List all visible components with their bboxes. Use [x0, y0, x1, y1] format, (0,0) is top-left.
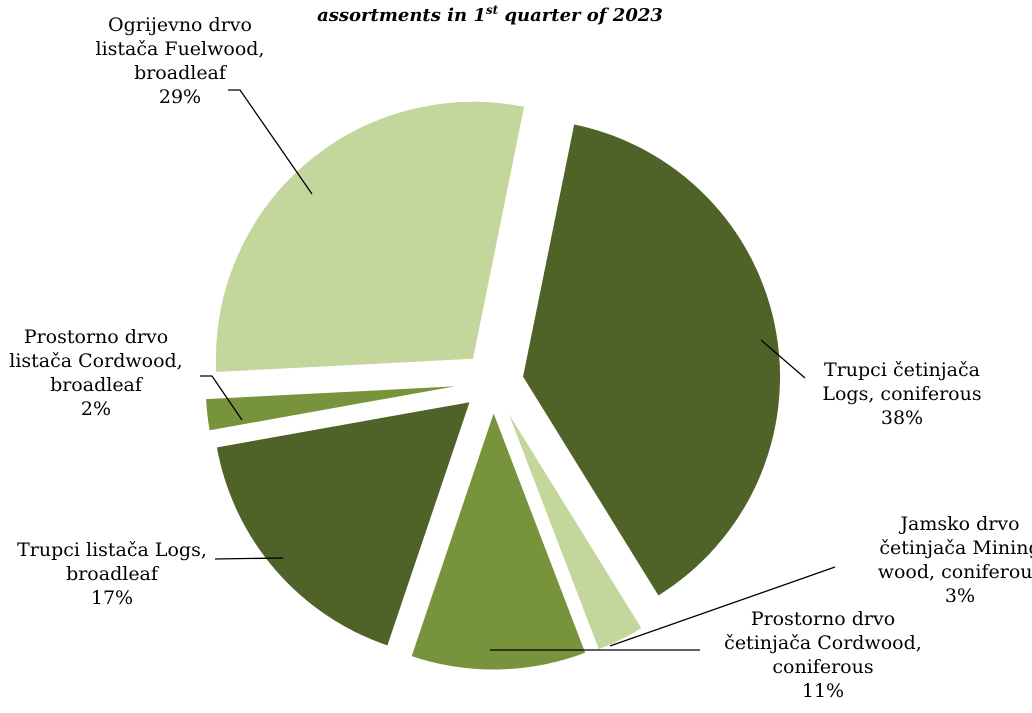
pie-slice-0 — [522, 123, 782, 597]
slice-label-line: Trupci listača Logs, — [17, 539, 207, 561]
slice-percent-1: 3% — [945, 585, 975, 607]
slice-label-line: wood, coniferous — [878, 561, 1032, 583]
slice-label-4: Prostorno drvo listača Cordwood, broadleaf… — [9, 326, 182, 420]
slice-label-line: broadleaf — [134, 62, 228, 84]
pie-slice-2 — [410, 410, 587, 671]
leader-line-3 — [214, 557, 284, 560]
pie-slice-3 — [215, 400, 472, 647]
slice-percent-0: 38% — [881, 407, 923, 429]
pie-slice-5 — [214, 100, 526, 374]
slice-percent-5: 29% — [159, 86, 201, 108]
slice-label-line: Ogrijevno drvo — [108, 14, 252, 36]
leader-line-0 — [760, 339, 806, 379]
slice-label-line: coniferous — [772, 656, 873, 678]
leader-lines — [200, 89, 836, 651]
slice-label-0: Trupci četinjača Logs, coniferous 38% — [822, 359, 981, 429]
slice-label-line: četinjača Mining — [879, 537, 1032, 559]
slice-label-line: Trupci četinjača — [824, 359, 980, 381]
slice-labels: Trupci četinjača Logs, coniferous 38% Jamsk… — [9, 14, 1032, 702]
leader-line-5 — [228, 89, 313, 195]
leader-line-4 — [200, 375, 243, 421]
slice-label-line: Prostorno drvo — [24, 326, 168, 348]
slice-label-5: Ogrijevno drvo listača Fuelwood, broadleaf… — [96, 14, 265, 108]
leader-line-1 — [609, 566, 836, 647]
chart-title-main: assortments in 1 — [317, 5, 486, 26]
slice-label-line: listača Fuelwood, — [96, 38, 265, 60]
slice-label-line: broadleaf — [50, 374, 144, 396]
pie-slices — [205, 100, 782, 671]
slice-label-line: četinjača Cordwood, — [724, 632, 922, 654]
slice-label-line: Logs, coniferous — [822, 383, 981, 405]
chart-title-superscript: st — [486, 3, 499, 17]
slice-label-1: Jamsko drvo četinjača Mining wood, conifer… — [878, 513, 1032, 607]
slice-label-line: Jamsko drvo — [898, 513, 1019, 535]
slice-label-line: listača Cordwood, — [9, 350, 182, 372]
pie-slice-4 — [205, 384, 464, 432]
slice-label-2: Prostorno drvo četinjača Cordwood, conifer… — [724, 608, 922, 702]
slice-percent-2: 11% — [802, 680, 844, 702]
slice-label-line: Prostorno drvo — [751, 608, 895, 630]
slice-percent-4: 2% — [81, 398, 111, 420]
slice-label-line: broadleaf — [66, 563, 160, 585]
chart-title: assortments in 1st quarter of 2023 — [317, 3, 663, 26]
chart-title-tail: quarter of 2023 — [498, 5, 663, 26]
slice-percent-3: 17% — [91, 587, 133, 609]
slice-label-3: Trupci listača Logs, broadleaf 17% — [17, 539, 207, 609]
